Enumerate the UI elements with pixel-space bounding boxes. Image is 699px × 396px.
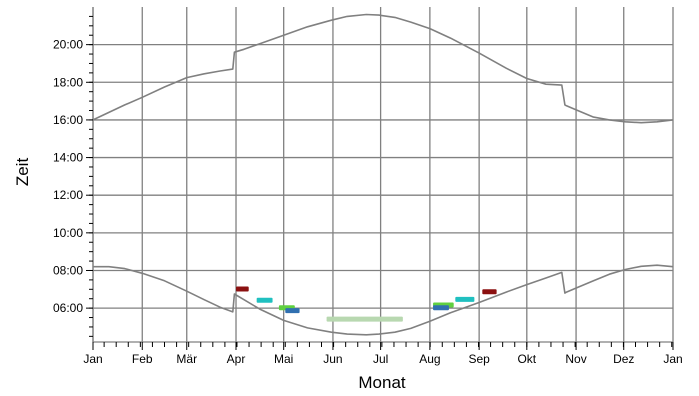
marker-block-4 <box>326 316 403 322</box>
y-tick-label: 16:00 <box>53 113 83 127</box>
y-tick-label: 12:00 <box>53 188 83 202</box>
x-tick-label: Jun <box>323 352 342 366</box>
markers-layer <box>236 286 497 322</box>
y-tick-label: 20:00 <box>53 38 83 52</box>
x-tick-label: Sep <box>468 352 490 366</box>
x-tick-label: Aug <box>419 352 440 366</box>
x-tick-label: Jul <box>373 352 388 366</box>
x-tick-label: Apr <box>227 352 246 366</box>
marker-block-3 <box>285 308 300 314</box>
y-tick-label: 10:00 <box>53 226 83 240</box>
x-tick-label: Okt <box>517 352 536 366</box>
marker-block-7 <box>455 296 475 302</box>
grid <box>92 7 674 342</box>
y-tick-label: 18:00 <box>53 75 83 89</box>
x-tick-label: Jan <box>663 352 682 366</box>
series-layer <box>92 13 674 336</box>
x-tick-label: Mär <box>176 352 197 366</box>
x-axis-title: Monat <box>358 373 406 392</box>
marker-block-0 <box>236 286 249 292</box>
marker-block-6 <box>433 305 449 311</box>
marker-block-1 <box>256 297 273 303</box>
x-tick-label: Dez <box>613 352 634 366</box>
axes <box>86 7 674 350</box>
ticks: 06:00 08:00 10:00 12:00 14:00 16:00 18:00 20:00… <box>53 38 683 366</box>
series-line-0 <box>92 13 674 124</box>
y-axis-title: Zeit <box>13 158 32 187</box>
y-tick-label: 08:00 <box>53 263 83 277</box>
x-tick-label: Mai <box>274 352 293 366</box>
marker-block-8 <box>482 289 497 295</box>
x-tick-label: Nov <box>565 352 586 366</box>
x-tick-label: Jan <box>83 352 102 366</box>
series-line-1 <box>93 264 674 336</box>
y-tick-label: 06:00 <box>53 301 83 315</box>
y-tick-label: 14:00 <box>53 151 83 165</box>
x-tick-label: Feb <box>132 352 153 366</box>
